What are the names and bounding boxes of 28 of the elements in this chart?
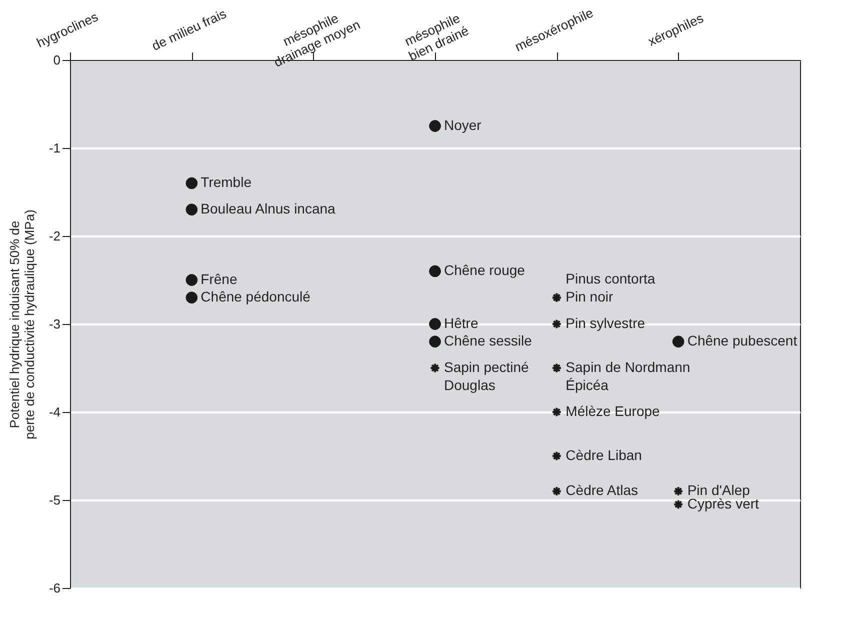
y-tick-label: -1 [48, 140, 60, 156]
annotation: Noyer [444, 117, 482, 133]
annotation: Sapin pectiné [444, 359, 530, 375]
annotation: Chêne pubescent [687, 332, 798, 349]
annotation: Hêtre [444, 315, 478, 331]
annotation: Pin noir [566, 288, 614, 305]
annotation: Sapin de Nordmann [566, 359, 690, 375]
annotation: Bouleau Alnus incana [200, 200, 336, 217]
annotation: Chêne pédonculé [200, 288, 311, 305]
annotation: Cèdre Liban [566, 447, 642, 463]
annotation: Mélèze Europe [566, 403, 660, 419]
y-tick-label: -3 [48, 316, 60, 332]
annotation: Cèdre Atlas [566, 482, 638, 498]
annotation: Pin sylvestre [566, 315, 646, 331]
y-tick-label: 0 [53, 52, 60, 68]
annotation: Épicéa [566, 377, 609, 393]
y-tick-label: -2 [48, 228, 60, 244]
annotation: Pinus contorta [566, 270, 656, 287]
annotation: Tremble [200, 174, 252, 190]
annotation: Chêne sessile [444, 332, 532, 349]
y-tick-label: -6 [48, 580, 60, 596]
annotation: Frêne [200, 271, 238, 287]
y-tick-label: -5 [48, 492, 60, 508]
annotation: Chêne rouge [444, 262, 526, 278]
y-tick-label: -4 [48, 404, 60, 420]
x-tick-label: de milieu frais [149, 6, 229, 54]
annotation: Douglas [444, 377, 496, 393]
y-axis-title: Potentiel hydrique induisant 50% de perte de conductivité hydraulique (MPa) [6, 210, 37, 440]
